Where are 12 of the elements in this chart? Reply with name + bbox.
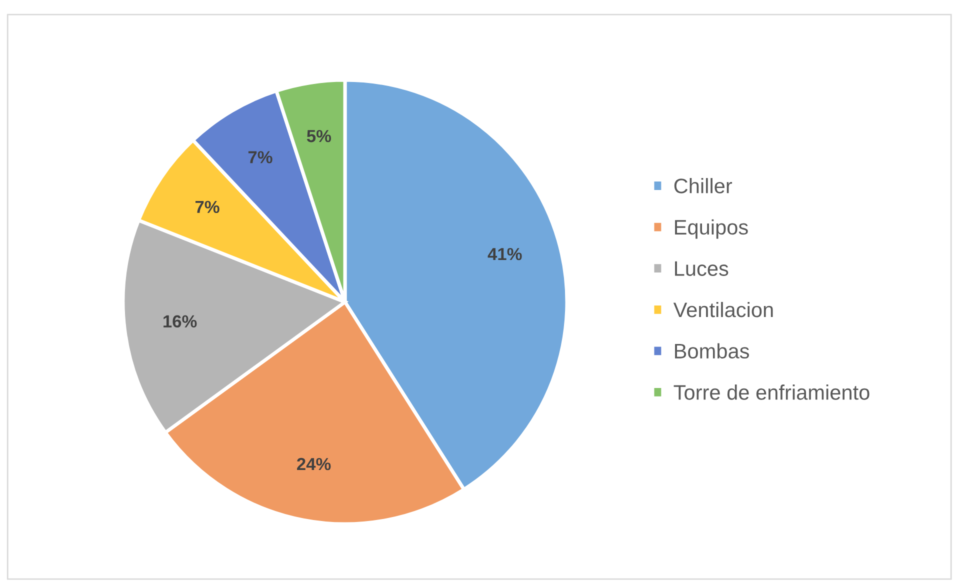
data-label: 7% xyxy=(248,151,272,164)
legend-label: Ventilacion xyxy=(673,302,773,318)
data-label: 7% xyxy=(195,200,220,214)
data-label: 24% xyxy=(297,458,331,470)
legend-label: Bombas xyxy=(675,343,750,359)
data-label: 5% xyxy=(306,130,332,142)
data-label: 41% xyxy=(488,248,522,260)
legend-label: Torre de enfriamiento xyxy=(674,384,870,400)
legend-label: Luces xyxy=(675,261,728,276)
legend-label: Chiller xyxy=(674,178,732,194)
data-label: 16% xyxy=(164,315,197,328)
legend-label: Equipos xyxy=(675,219,748,239)
